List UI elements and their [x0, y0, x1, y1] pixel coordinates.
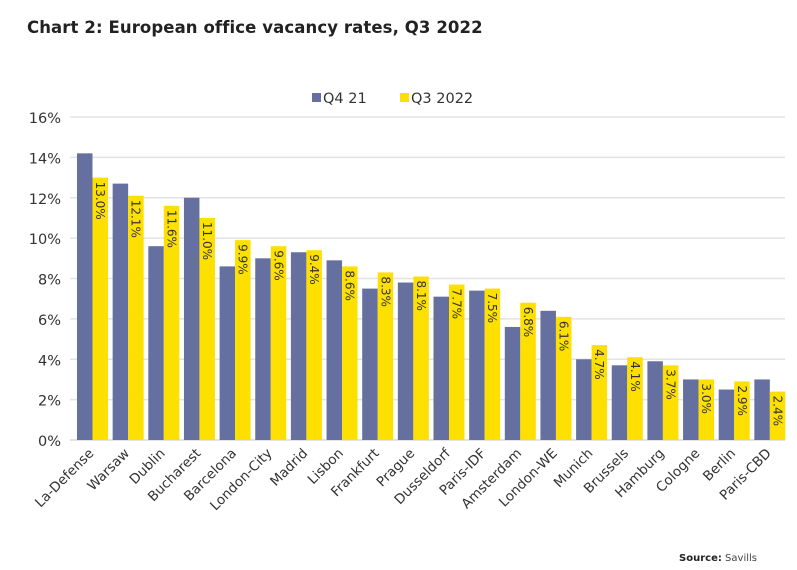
bar-q4-21 [326, 260, 343, 440]
data-label: 6.1% [557, 321, 571, 352]
bar-q3-2022 [163, 205, 180, 440]
bar-q4-21 [77, 153, 93, 440]
y-tick-label: 10% [29, 232, 61, 248]
y-tick-label: 8% [38, 273, 61, 289]
bar-q4-21 [219, 266, 236, 440]
bar-q3-2022 [128, 195, 144, 440]
data-label: 13.0% [93, 182, 107, 220]
chart-title: Chart 2: European office vacancy rates, … [27, 18, 483, 37]
y-tick-label: 0% [38, 434, 61, 450]
data-label: 7.5% [485, 293, 499, 324]
legend-label: Q4 21 [323, 91, 367, 107]
x-tick-label: Madrid [267, 446, 311, 490]
bar-q3-2022 [270, 246, 287, 440]
data-label: 3.7% [663, 369, 677, 400]
bar-q4-21 [718, 389, 735, 440]
bar-q4-21 [397, 282, 414, 440]
legend: Q4 21 Q3 2022 [312, 91, 473, 107]
data-label: 3.0% [699, 383, 713, 414]
bar-q3-2022 [555, 316, 572, 440]
y-tick-label: 16% [29, 111, 61, 127]
bar-q4-21 [540, 310, 556, 440]
source-label: Source: [679, 553, 722, 564]
y-tick-label: 6% [38, 313, 61, 329]
bar-q3-2022 [627, 357, 643, 440]
data-label: 9.4% [307, 254, 321, 284]
bar-q3-2022 [413, 276, 429, 440]
bar-q4-21 [683, 379, 699, 440]
data-label: 8.6% [343, 270, 357, 301]
data-label: 4.7% [592, 349, 606, 380]
data-label: 7.7% [450, 289, 464, 320]
bars: 13.0% 12.1% 11.6% 11.0% 9.9% 9.6% 9.4% 8.6% 8.3%… [77, 153, 786, 440]
data-label: 2.9% [735, 385, 749, 416]
bar-q3-2022 [662, 365, 679, 440]
bar-q4-21 [183, 197, 200, 440]
bar-q3-2022 [199, 217, 215, 440]
bar-q4-21 [290, 252, 307, 440]
bar-q3-2022 [235, 240, 251, 440]
y-tick-label: 14% [29, 151, 61, 167]
source-value: Savills [725, 553, 757, 564]
y-axis: 0% 2% 4% 6% 8% 10% 12% 14% 16% [29, 111, 61, 450]
data-label: 9.6% [271, 250, 285, 281]
data-label: 2.4% [770, 396, 784, 427]
data-label: 8.1% [414, 280, 428, 311]
data-label: 4.1% [628, 361, 642, 392]
bar-q3-2022 [342, 266, 358, 440]
legend-swatch-q3-2022 [400, 93, 409, 102]
data-label: 8.3% [378, 276, 392, 307]
bar-q4-21 [504, 326, 521, 440]
bar-q4-21 [433, 296, 449, 440]
bar-q3-2022 [92, 177, 108, 440]
x-tick-label: La-Defense [32, 446, 97, 511]
bar-q3-2022 [769, 391, 786, 440]
bar-q3-2022 [520, 302, 536, 440]
data-label: 11.6% [164, 210, 178, 248]
y-tick-label: 12% [29, 192, 61, 208]
data-label: 11.0% [200, 222, 214, 260]
y-tick-label: 4% [38, 353, 61, 369]
bar-q3-2022 [306, 250, 322, 440]
bar-q4-21 [611, 365, 628, 440]
bar-q3-2022 [449, 284, 465, 440]
legend-swatch-q4-21 [312, 93, 321, 102]
y-tick-label: 2% [38, 394, 61, 410]
bar-q4-21 [362, 288, 378, 440]
bar-q3-2022 [377, 272, 394, 440]
data-label: 12.1% [129, 200, 143, 238]
source-note: Source: Savills [679, 553, 757, 564]
bar-q4-21 [576, 359, 592, 440]
bar-q4-21 [754, 379, 770, 440]
bar-q4-21 [148, 246, 164, 440]
bar-q3-2022 [484, 288, 501, 440]
bar-q4-21 [647, 361, 663, 440]
data-label: 6.8% [521, 307, 535, 338]
bar-q3-2022 [591, 345, 608, 440]
legend-label: Q3 2022 [411, 91, 473, 107]
data-label: 9.9% [236, 244, 250, 274]
bar-q4-21 [469, 290, 485, 440]
bar-q4-21 [255, 258, 271, 440]
x-axis: La-DefenseWarsawDublinBucharestBarcelona… [32, 445, 775, 514]
bar-q3-2022 [698, 379, 715, 440]
bar-q4-21 [112, 183, 129, 440]
bar-q3-2022 [734, 381, 750, 440]
